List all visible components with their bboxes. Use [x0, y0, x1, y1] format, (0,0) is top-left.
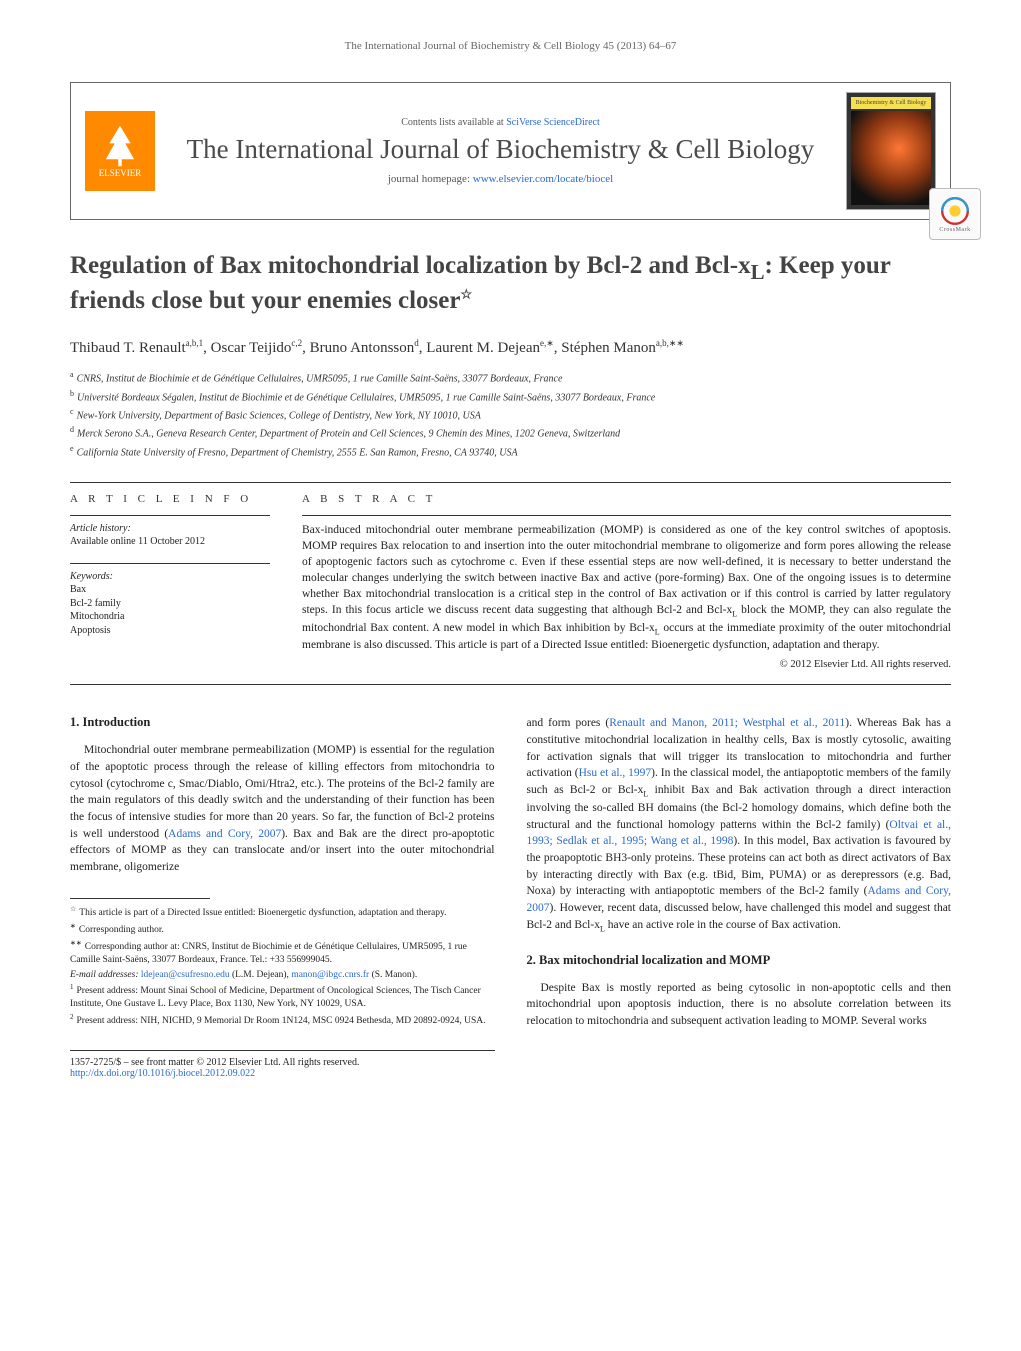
- article-title-text: Regulation of Bax mitochondrial localiza…: [70, 252, 890, 314]
- article-history-block: Article history: Available online 11 Oct…: [70, 515, 270, 549]
- crossmark-icon: [939, 195, 971, 227]
- footnote-line: ∗∗Corresponding author at: CNRS, Institu…: [70, 939, 495, 967]
- crossmark-badge[interactable]: CrossMark: [929, 188, 981, 240]
- affiliation-line: dMerck Serono S.A., Geneva Research Cent…: [70, 424, 951, 441]
- copyright-rule: [70, 1050, 495, 1051]
- author-list: Thibaud T. Renaulta,b,1, Oscar Teijidoc,…: [70, 338, 951, 357]
- keywords-block: Keywords: BaxBcl-2 familyMitochondriaApo…: [70, 563, 270, 638]
- journal-homepage-line: journal homepage: www.elsevier.com/locat…: [170, 173, 831, 185]
- footnote-line: ☆This article is part of a Directed Issu…: [70, 905, 495, 920]
- journal-name: The International Journal of Biochemistr…: [170, 134, 831, 165]
- running-header: The International Journal of Biochemistr…: [70, 40, 951, 52]
- history-line: Available online 11 October 2012: [70, 535, 270, 549]
- body-column-right: and form pores (Renault and Manon, 2011;…: [527, 715, 952, 1079]
- affiliations: aCNRS, Institut de Biochimie et de Génét…: [70, 369, 951, 460]
- tree-icon: [102, 124, 138, 168]
- abstract-text: Bax-induced mitochondrial outer membrane…: [302, 522, 951, 654]
- article-info-heading: A R T I C L E I N F O: [70, 493, 270, 505]
- cover-thumb-image: [851, 111, 931, 205]
- present-address-line: 1Present address: Mount Sinai School of …: [70, 983, 495, 1011]
- section-2-heading: 2. Bax mitochondrial localization and MO…: [527, 953, 952, 968]
- section-1-heading: 1. Introduction: [70, 715, 495, 730]
- issn-line: 1357-2725/$ – see front matter © 2012 El…: [70, 1057, 495, 1068]
- keywords-label: Keywords:: [70, 570, 270, 584]
- keywords-list: BaxBcl-2 familyMitochondriaApoptosis: [70, 583, 270, 637]
- cover-thumb-label: Biochemistry & Cell Biology: [851, 97, 931, 109]
- footnote-line: ∗Corresponding author.: [70, 922, 495, 937]
- article-title: Regulation of Bax mitochondrial localiza…: [70, 250, 951, 316]
- email-link-2[interactable]: manon@ibgc.cnrs.fr: [291, 970, 369, 980]
- section-rule-bottom: [70, 684, 951, 685]
- publisher-label: ELSEVIER: [99, 168, 142, 178]
- affiliation-line: cNew-York University, Department of Basi…: [70, 406, 951, 423]
- email-line: E-mail addresses: ldejean@csufresno.edu …: [70, 969, 495, 982]
- keyword-item: Apoptosis: [70, 624, 270, 638]
- affiliation-line: bUniversité Bordeaux Ségalen, Institut d…: [70, 388, 951, 405]
- journal-cover-thumbnail: Biochemistry & Cell Biology: [846, 92, 936, 210]
- right-col-para-1: and form pores (Renault and Manon, 2011;…: [527, 715, 952, 934]
- email-link-1[interactable]: ldejean@csufresno.edu: [141, 970, 230, 980]
- journal-homepage-link[interactable]: www.elsevier.com/locate/biocel: [473, 173, 613, 185]
- contents-list-line: Contents lists available at SciVerse Sci…: [170, 117, 831, 128]
- keyword-item: Bax: [70, 583, 270, 597]
- section-1-para: Mitochondrial outer membrane permeabiliz…: [70, 742, 495, 875]
- present-address-line: 2Present address: NIH, NICHD, 9 Memorial…: [70, 1013, 495, 1028]
- publisher-logo: ELSEVIER: [85, 111, 155, 191]
- abstract-copyright: © 2012 Elsevier Ltd. All rights reserved…: [302, 659, 951, 670]
- sciencedirect-link[interactable]: SciVerse ScienceDirect: [506, 117, 600, 128]
- doi-link[interactable]: http://dx.doi.org/10.1016/j.biocel.2012.…: [70, 1068, 255, 1079]
- affiliation-line: aCNRS, Institut de Biochimie et de Génét…: [70, 369, 951, 386]
- title-footmark: ☆: [460, 287, 472, 302]
- abstract-heading: A B S T R A C T: [302, 493, 951, 505]
- journal-header-box: ELSEVIER Contents lists available at Sci…: [70, 82, 951, 220]
- section-2-para: Despite Bax is mostly reported as being …: [527, 980, 952, 1030]
- keyword-item: Mitochondria: [70, 610, 270, 624]
- affiliation-line: eCalifornia State University of Fresno, …: [70, 443, 951, 460]
- keyword-item: Bcl-2 family: [70, 597, 270, 611]
- history-label: Article history:: [70, 522, 270, 536]
- footnotes-block: ☆This article is part of a Directed Issu…: [70, 905, 495, 1028]
- body-column-left: 1. Introduction Mitochondrial outer memb…: [70, 715, 495, 1079]
- copyright-footer: 1357-2725/$ – see front matter © 2012 El…: [70, 1057, 495, 1079]
- footnote-rule: [70, 898, 210, 899]
